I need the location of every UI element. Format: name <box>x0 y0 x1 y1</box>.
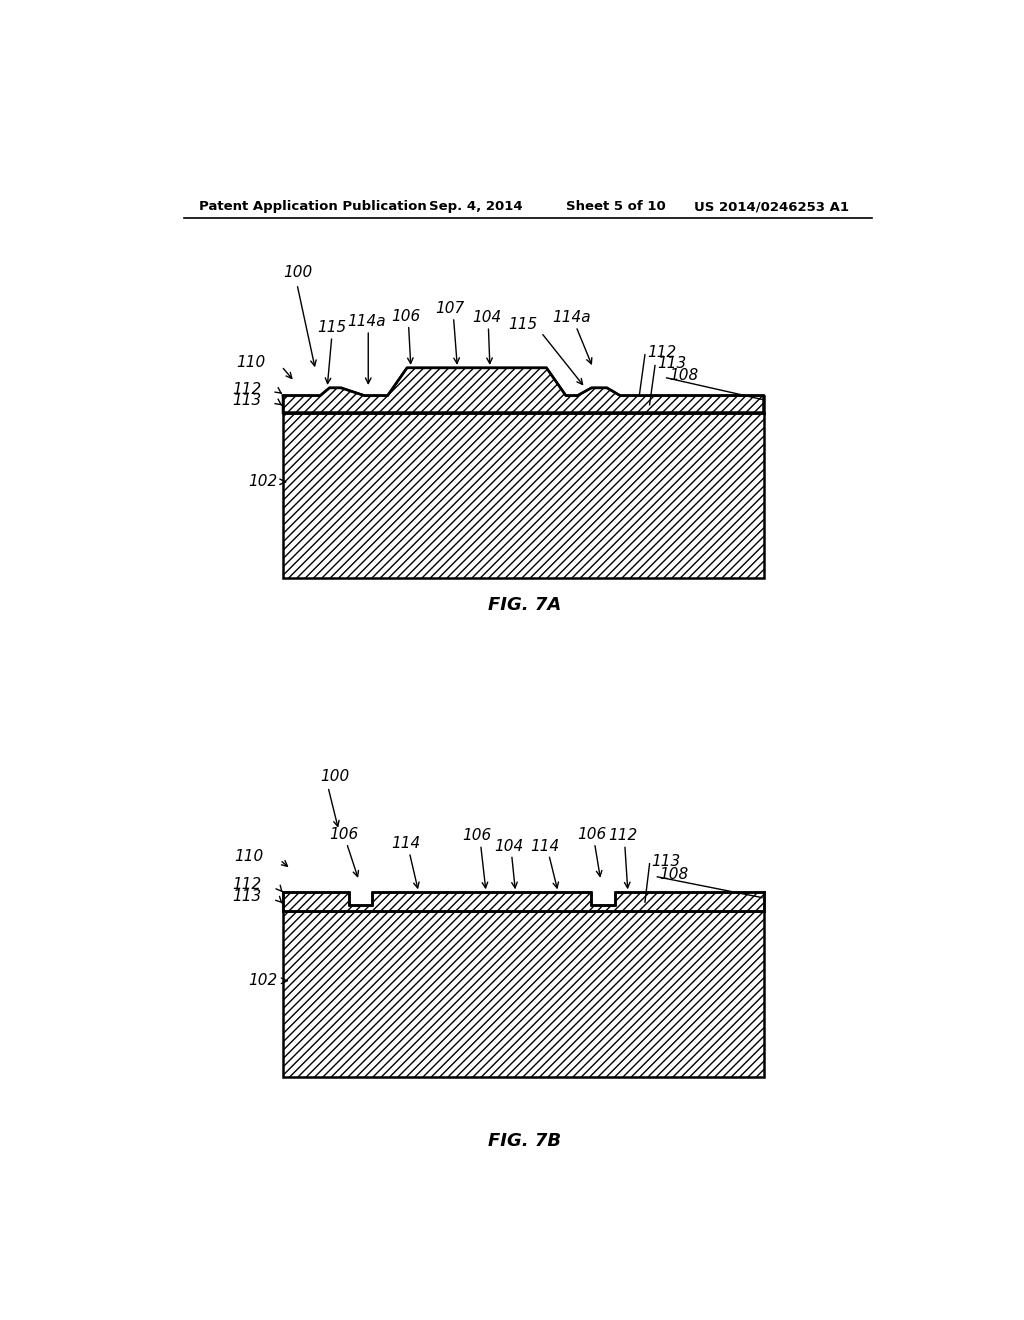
Text: 115: 115 <box>509 317 538 333</box>
Text: 115: 115 <box>317 321 346 335</box>
Text: 106: 106 <box>391 309 420 323</box>
Text: 107: 107 <box>435 301 464 315</box>
Text: 110: 110 <box>234 849 263 863</box>
Text: Patent Application Publication: Patent Application Publication <box>200 201 427 214</box>
Text: 106: 106 <box>462 829 492 843</box>
Text: 114a: 114a <box>552 310 591 325</box>
Text: 113: 113 <box>657 355 686 371</box>
Text: 112: 112 <box>647 345 677 360</box>
Text: FIG. 7B: FIG. 7B <box>488 1133 561 1150</box>
Text: 108: 108 <box>669 368 698 383</box>
Text: US 2014/0246253 A1: US 2014/0246253 A1 <box>693 201 849 214</box>
Text: 104: 104 <box>472 310 502 325</box>
Text: 112: 112 <box>232 381 261 397</box>
Polygon shape <box>283 368 764 412</box>
Text: FIG. 7A: FIG. 7A <box>488 597 561 614</box>
Text: 108: 108 <box>658 867 688 882</box>
Text: 110: 110 <box>237 355 266 370</box>
Text: Sheet 5 of 10: Sheet 5 of 10 <box>566 201 666 214</box>
Bar <box>283 911 764 1077</box>
Text: 106: 106 <box>329 826 358 842</box>
Text: 106: 106 <box>577 826 606 842</box>
Text: 100: 100 <box>283 265 312 280</box>
Text: 114: 114 <box>391 836 420 851</box>
Text: 113: 113 <box>232 393 261 408</box>
Text: 100: 100 <box>321 770 349 784</box>
Text: 104: 104 <box>495 838 524 854</box>
Text: 112: 112 <box>232 876 261 892</box>
Bar <box>283 412 764 578</box>
Text: 113: 113 <box>232 888 261 904</box>
Text: 102: 102 <box>249 474 278 490</box>
Text: 114: 114 <box>530 838 559 854</box>
Polygon shape <box>283 892 764 911</box>
Text: 114a: 114a <box>347 314 386 329</box>
Text: 102: 102 <box>249 973 278 989</box>
Text: 113: 113 <box>651 854 680 869</box>
Text: 112: 112 <box>608 829 637 843</box>
Text: Sep. 4, 2014: Sep. 4, 2014 <box>429 201 522 214</box>
